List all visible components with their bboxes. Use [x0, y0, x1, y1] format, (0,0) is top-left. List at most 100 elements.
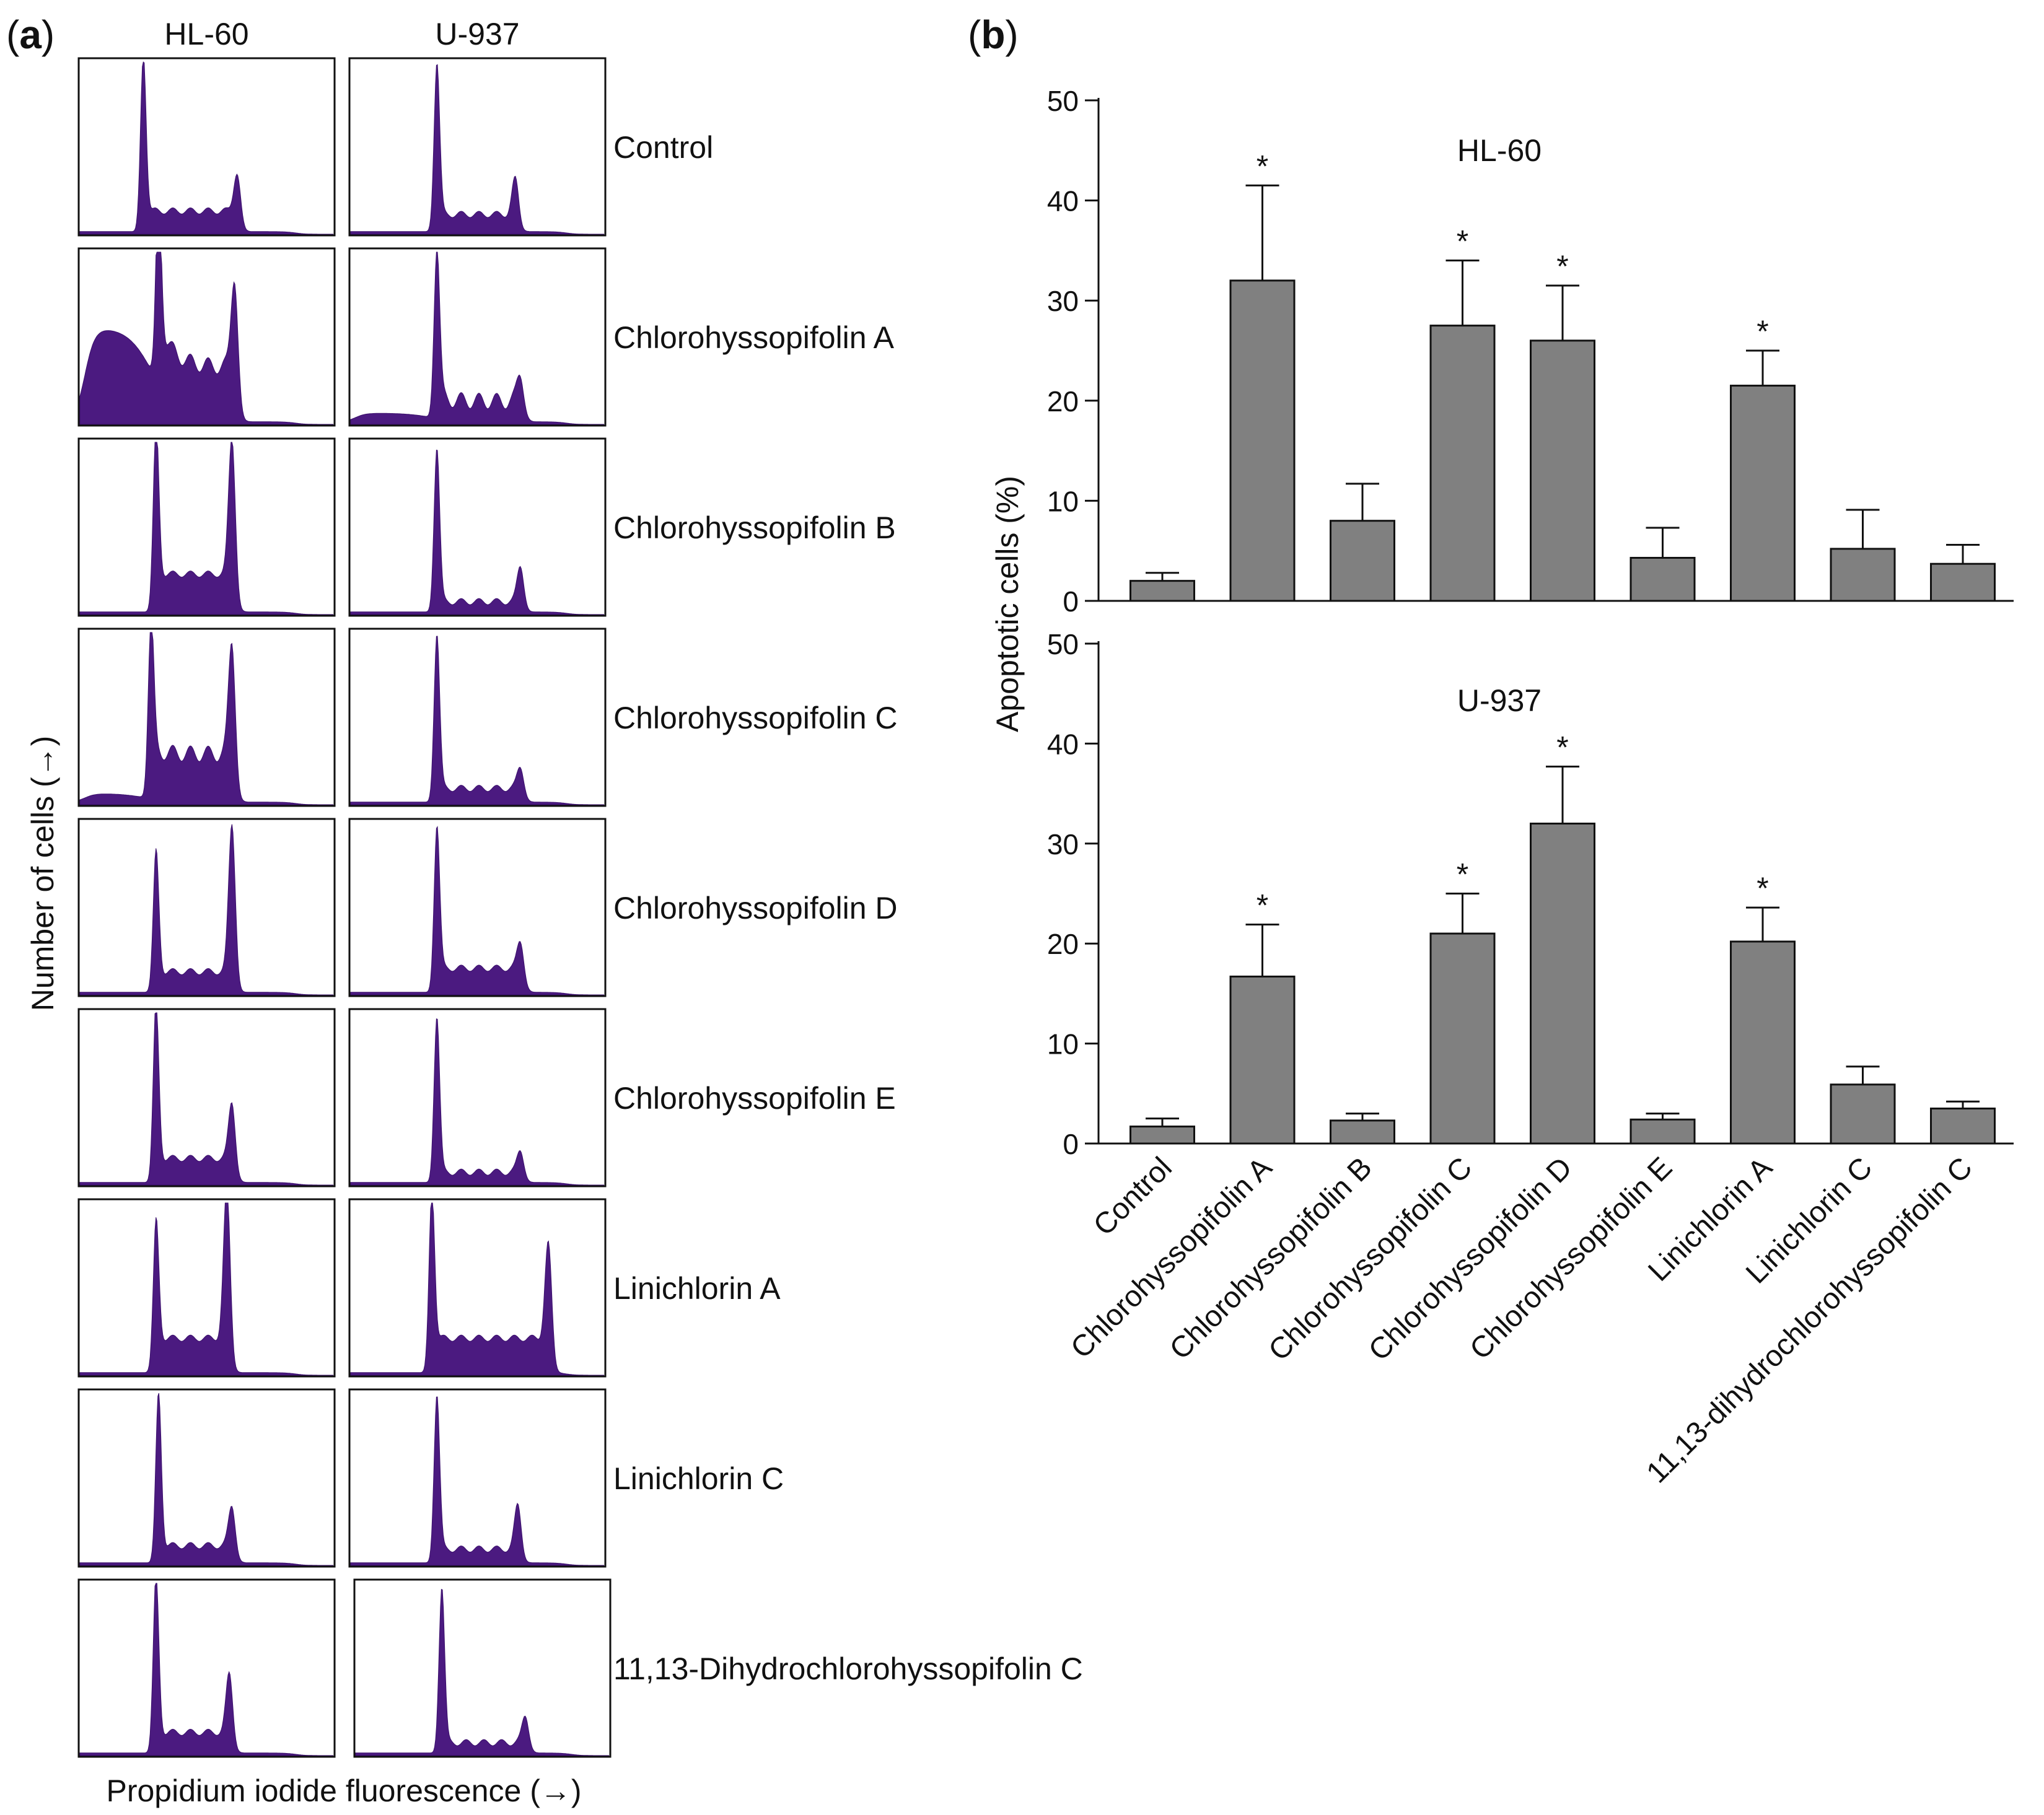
- y-tick-label: 30: [1047, 828, 1079, 860]
- histogram-row-label: Chlorohyssopifolin B: [613, 510, 896, 545]
- histogram-frame-hl60: [77, 1008, 336, 1187]
- histogram-frame-u937: [348, 1008, 607, 1187]
- histogram-row-label: Chlorohyssopifolin A: [613, 320, 895, 355]
- bar-chlorohyssopifolin-b: [1330, 520, 1395, 602]
- bar-chlorohyssopifolin-c: [1429, 932, 1496, 1145]
- histogram-hl60-control: [79, 61, 333, 235]
- histogram-hl60-chlorohyssopifolin-d: [79, 824, 333, 995]
- bar-chart-title: U-937: [1457, 683, 1542, 718]
- bar-chlorohyssopifolin-b: [1330, 1119, 1395, 1145]
- histogram-frame-hl60: [77, 818, 336, 997]
- histogram-frame-u937: [348, 1388, 607, 1568]
- histogram-u937-control: [350, 64, 604, 235]
- histogram-frame-u937: [353, 1578, 612, 1758]
- column-header-hl60: HL-60: [164, 17, 248, 51]
- bar-chlorohyssopifolin-a: [1229, 975, 1296, 1145]
- significance-marker-chlorohyssopifolin-a: *: [1257, 888, 1268, 923]
- histogram-x-axis-label: Propidium iodide fluorescence (→): [106, 1773, 581, 1808]
- histogram-hl60-chlorohyssopifolin-b: [79, 442, 333, 615]
- bar-y-axis-label: Apoptotic cells (%): [990, 476, 1025, 732]
- significance-marker-chlorohyssopifolin-c: *: [1457, 857, 1468, 892]
- significance-marker-linichlorin-a: *: [1757, 871, 1768, 906]
- category-label-chlorohyssopifolin-d: Chlorohyssopifolin D: [1362, 1151, 1579, 1367]
- histogram-y-axis-label: Number of cells (→): [25, 736, 60, 1012]
- y-tick-label: 0: [1063, 1128, 1079, 1160]
- y-tick-label: 20: [1047, 928, 1079, 960]
- histogram-u937-chlorohyssopifolin-c: [350, 636, 604, 805]
- histogram-row-chlorohyssopifolin-c: Chlorohyssopifolin C: [77, 628, 898, 807]
- histogram-row-chlorohyssopifolin-b: Chlorohyssopifolin B: [77, 437, 896, 617]
- bar-11-13-dihydrochlorohyssopifolin-c: [1930, 562, 1996, 602]
- histogram-row-chlorohyssopifolin-d: Chlorohyssopifolin D: [77, 818, 898, 997]
- histogram-row-linichlorin-a: Linichlorin A: [77, 1198, 781, 1378]
- category-label-chlorohyssopifolin-e: Chlorohyssopifolin E: [1463, 1151, 1678, 1366]
- category-label-chlorohyssopifolin-b: Chlorohyssopifolin B: [1164, 1151, 1379, 1366]
- column-header-u937: U-937: [435, 17, 519, 51]
- category-label-chlorohyssopifolin-c: Chlorohyssopifolin C: [1263, 1151, 1479, 1367]
- histogram-hl60-chlorohyssopifolin-a: [79, 251, 333, 425]
- histogram-u937-chlorohyssopifolin-b: [350, 449, 604, 615]
- histogram-frame-u937: [348, 628, 607, 807]
- histogram-frame-hl60: [77, 1198, 336, 1378]
- bar-chlorohyssopifolin-a: [1229, 279, 1296, 602]
- histogram-row-label: Chlorohyssopifolin D: [613, 891, 898, 925]
- bar-chlorohyssopifolin-d: [1530, 823, 1595, 1145]
- histogram-u937-chlorohyssopifolin-d: [350, 826, 604, 995]
- histogram-frame-u937: [348, 247, 607, 427]
- significance-marker-chlorohyssopifolin-c: *: [1457, 224, 1468, 259]
- bar-chlorohyssopifolin-d: [1530, 339, 1595, 602]
- histogram-row-chlorohyssopifolin-a: Chlorohyssopifolin A: [77, 247, 895, 427]
- bar-chlorohyssopifolin-e: [1629, 1118, 1696, 1145]
- histogram-frame-hl60: [77, 1578, 336, 1758]
- histogram-row-label: 11,13-Dihydrochlorohyssopifolin C: [613, 1651, 1083, 1686]
- y-tick-label: 40: [1047, 728, 1079, 760]
- histogram-u937-11-13-dihydrochlorohyssopifolin-c: [355, 1588, 609, 1756]
- histogram-u937-chlorohyssopifolin-a: [350, 251, 604, 425]
- y-tick-label: 50: [1047, 628, 1079, 660]
- histogram-frame-hl60: [77, 247, 336, 427]
- category-label-chlorohyssopifolin-a: Chlorohyssopifolin A: [1064, 1151, 1278, 1365]
- significance-marker-chlorohyssopifolin-a: *: [1257, 149, 1268, 183]
- histogram-frame-hl60: [77, 57, 336, 237]
- bar-11-13-dihydrochlorohyssopifolin-c: [1930, 1108, 1996, 1145]
- y-tick-label: 10: [1047, 485, 1079, 517]
- histogram-row-label: Linichlorin C: [613, 1461, 784, 1496]
- significance-marker-linichlorin-a: *: [1757, 314, 1768, 349]
- histogram-row-chlorohyssopifolin-e: Chlorohyssopifolin E: [77, 1008, 896, 1187]
- histogram-hl60-chlorohyssopifolin-c: [79, 632, 333, 805]
- histogram-frame-hl60: [77, 437, 336, 617]
- histogram-hl60-11-13-dihydrochlorohyssopifolin-c: [79, 1583, 333, 1756]
- y-tick-label: 10: [1047, 1028, 1079, 1061]
- y-tick-label: 0: [1063, 585, 1079, 618]
- y-tick-label: 50: [1047, 85, 1079, 117]
- panel-a-label: (a): [6, 12, 55, 57]
- significance-marker-chlorohyssopifolin-d: *: [1556, 730, 1568, 765]
- histogram-frame-hl60: [77, 1388, 336, 1568]
- bar-chlorohyssopifolin-c: [1429, 325, 1496, 602]
- bar-chart-hl-60: 0 10 20 30 40 50 HL-60 * * * *: [1047, 85, 2014, 618]
- histogram-frame-u937: [348, 437, 607, 617]
- histogram-row-label: Chlorohyssopifolin E: [613, 1081, 896, 1116]
- histogram-row-label: Chlorohyssopifolin C: [613, 701, 898, 735]
- bar-chart-title: HL-60: [1457, 133, 1542, 168]
- bar-control: [1129, 580, 1195, 602]
- panel-b-bar-charts: 0 10 20 30 40 50 HL-60 * * * * 0 10 20 30 40 50 U-937 * * * *…: [990, 85, 2014, 1490]
- histogram-row-label: Linichlorin A: [613, 1271, 781, 1306]
- category-label-control: Control: [1087, 1151, 1178, 1242]
- histogram-u937-chlorohyssopifolin-e: [350, 1018, 604, 1186]
- histogram-hl60-chlorohyssopifolin-e: [79, 1012, 333, 1186]
- histogram-row-label: Control: [613, 130, 713, 165]
- bar-linichlorin-a: [1730, 940, 1796, 1145]
- bar-control: [1129, 1126, 1195, 1145]
- y-tick-label: 40: [1047, 185, 1079, 217]
- histogram-frame-u937: [348, 818, 607, 997]
- significance-marker-chlorohyssopifolin-d: *: [1556, 249, 1568, 284]
- panel-a-histograms: HL-60 U-937 Control Chlorohyssopifolin A Chl…: [25, 17, 1083, 1808]
- histogram-row-linichlorin-c: Linichlorin C: [77, 1388, 784, 1568]
- y-tick-label: 20: [1047, 385, 1079, 418]
- histogram-frame-u937: [348, 1198, 607, 1378]
- histogram-u937-linichlorin-c: [350, 1396, 604, 1566]
- y-tick-label: 30: [1047, 285, 1079, 317]
- bar-linichlorin-a: [1730, 385, 1796, 602]
